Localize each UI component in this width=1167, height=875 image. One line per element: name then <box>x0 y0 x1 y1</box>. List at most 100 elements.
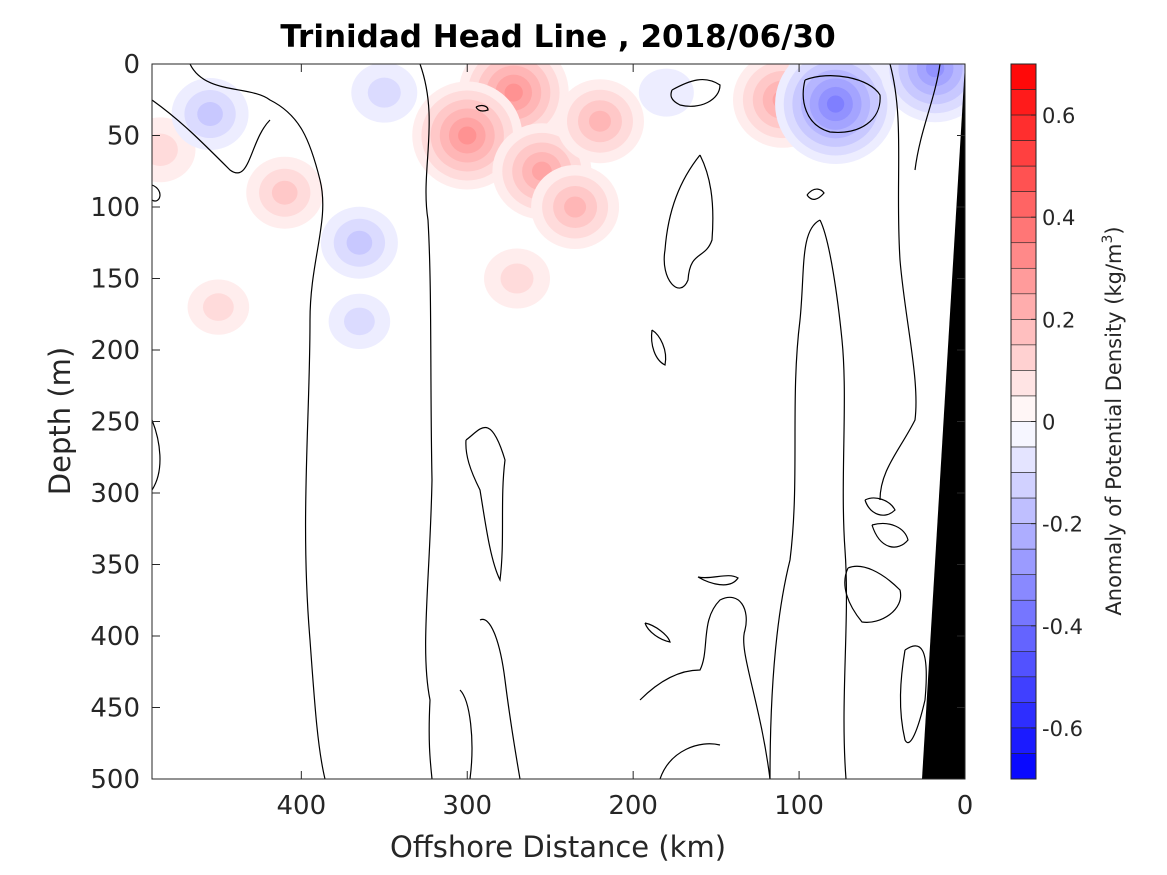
colorbar <box>1010 63 1037 780</box>
colorbar-segment <box>1010 140 1037 167</box>
contour-line <box>152 419 161 491</box>
colorbar-segment <box>1010 165 1037 192</box>
colorbar-segment <box>1010 344 1037 371</box>
contour-line <box>663 154 714 289</box>
contour-fill <box>152 133 178 166</box>
contour-fill <box>343 307 375 336</box>
y-tick-label: 100 <box>90 193 140 223</box>
density-anomaly-feature <box>187 279 250 335</box>
y-axis: 0 50 100 150 200 250 300 350 400 450 500 <box>90 50 965 795</box>
contour-line <box>459 689 473 779</box>
contour-line <box>152 99 271 174</box>
colorbar-label-suffix: ) <box>1102 226 1126 234</box>
contour-lines <box>152 64 941 779</box>
colorbar-segment <box>1010 421 1037 448</box>
y-tick-label: 500 <box>90 765 140 795</box>
colorbar-segment <box>1010 472 1037 499</box>
density-anomaly-feature <box>412 81 523 190</box>
y-tick-label: 350 <box>90 551 140 581</box>
colorbar-segment <box>1010 370 1037 397</box>
colorbar-segment <box>1010 625 1037 652</box>
contour-line <box>465 426 506 583</box>
x-tick-label: 300 <box>442 791 492 821</box>
colorbar-segment <box>1010 702 1037 729</box>
colorbar-segment <box>1010 216 1037 244</box>
density-anomaly-feature <box>171 78 249 151</box>
colorbar-axis: 0.6 0.4 0.2 0 -0.2 -0.4 -0.6 <box>1031 104 1083 741</box>
density-anomaly-feature <box>638 68 694 117</box>
bathymetry-mask <box>922 64 965 779</box>
colorbar-segment <box>1010 497 1037 524</box>
x-axis: 400 300 200 100 0 <box>277 64 974 821</box>
contour-line <box>659 743 721 779</box>
contour-fill <box>271 180 298 205</box>
colorbar-tick-label: 0.6 <box>1042 104 1075 128</box>
y-tick-label: 50 <box>107 122 140 152</box>
density-anomaly-feature <box>775 64 897 165</box>
colorbar-segment <box>1010 114 1037 141</box>
contour-line <box>899 645 927 743</box>
y-tick-label: 0 <box>123 50 140 80</box>
contour-line <box>189 64 326 779</box>
contour-fill <box>588 110 611 132</box>
y-tick-label: 300 <box>90 479 140 509</box>
colorbar-tick-label: 0.4 <box>1042 206 1075 230</box>
density-anomaly-feature <box>320 206 398 279</box>
density-anomaly-feature <box>351 64 418 123</box>
contour-line <box>670 78 721 107</box>
contour-line <box>879 64 917 501</box>
density-anomaly-feature <box>555 79 644 164</box>
colorbar-tick-label: -0.6 <box>1042 717 1083 741</box>
contour-line <box>697 575 739 586</box>
contour-fill <box>826 95 845 113</box>
density-anomaly-feature <box>484 248 551 309</box>
colorbar-tick-label: 0.2 <box>1042 308 1075 332</box>
density-anomaly-feature <box>531 165 620 249</box>
contour-line <box>802 75 881 133</box>
colorbar-segment <box>1010 676 1037 703</box>
colorbar-segment <box>1010 191 1037 218</box>
density-anomaly-feature <box>246 156 324 229</box>
contour-line <box>479 618 521 779</box>
contour-line <box>152 184 161 202</box>
colorbar-segment <box>1010 89 1037 116</box>
contour-fill <box>638 68 694 117</box>
colorbar-label-superscript: 3 <box>1100 235 1116 244</box>
x-tick-label: 400 <box>277 791 327 821</box>
x-tick-label: 0 <box>957 791 974 821</box>
contour-fill <box>564 196 587 218</box>
y-tick-label: 250 <box>90 408 140 438</box>
x-axis-label: Offshore Distance (km) <box>390 830 726 864</box>
colorbar-segment <box>1010 548 1037 576</box>
colorbar-segment <box>1010 446 1037 473</box>
contour-line <box>844 565 902 623</box>
colorbar-segment <box>1010 574 1037 601</box>
colorbar-segment <box>1010 651 1037 678</box>
y-tick-label: 450 <box>90 694 140 724</box>
contour-fill <box>925 64 945 78</box>
colorbar-segment <box>1010 293 1037 320</box>
y-axis-label: Depth (m) <box>43 347 77 495</box>
density-anomaly-feature <box>880 64 965 123</box>
contour-fill <box>500 263 534 294</box>
y-tick-label: 200 <box>90 336 140 366</box>
y-tick-label: 400 <box>90 622 140 652</box>
colorbar-segment <box>1010 319 1037 346</box>
colorbar-segment <box>1010 242 1037 269</box>
contour-line <box>650 329 667 366</box>
contour-line <box>644 622 671 643</box>
colorbar-segment <box>1010 63 1037 90</box>
colorbar-tick-label: -0.2 <box>1042 513 1083 537</box>
colorbar-tick-label: 0 <box>1042 411 1055 435</box>
chart-title: Trinidad Head Line , 2018/06/30 <box>280 19 835 55</box>
contour-line <box>806 188 825 200</box>
x-tick-label: 100 <box>774 791 824 821</box>
colorbar-tick-label: -0.4 <box>1042 615 1083 639</box>
contour-line <box>864 497 896 516</box>
contour-line <box>769 219 821 779</box>
contour-line <box>419 64 433 779</box>
y-tick-label: 150 <box>90 265 140 295</box>
contour-fill <box>202 293 234 321</box>
colorbar-label: Anomaly of Potential Density (kg/m3) <box>1100 226 1126 615</box>
contour-fill <box>458 126 477 145</box>
